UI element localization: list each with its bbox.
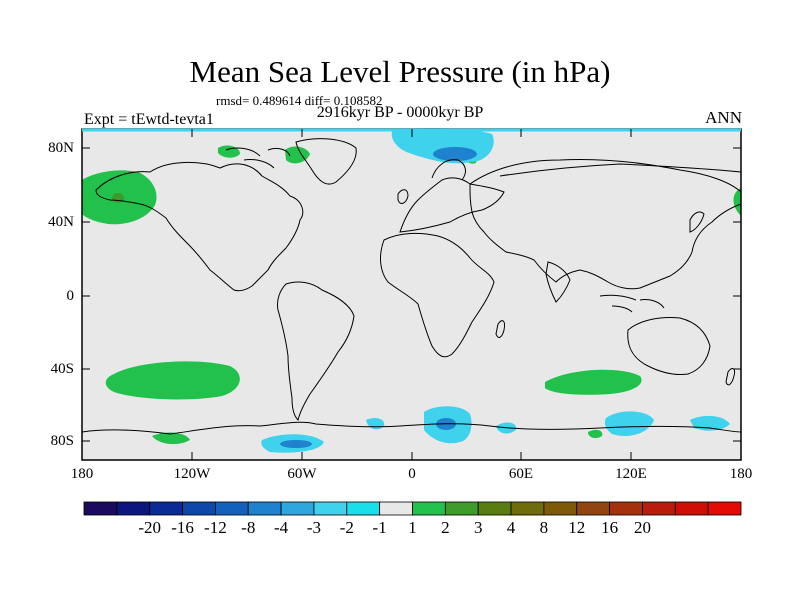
colorbar-label: -1	[372, 518, 387, 537]
y-tick-label: 80S	[50, 433, 74, 449]
colorbar-label: -2	[339, 518, 354, 537]
colorbar-swatch	[83, 501, 118, 516]
x-tick-label: 180	[729, 466, 753, 482]
x-tick-label: 180	[70, 466, 94, 482]
coastline-europe	[399, 177, 505, 233]
season-label: ANN	[705, 108, 742, 127]
anomaly-region-south-indian	[545, 369, 642, 395]
colorbar-swatch	[444, 501, 479, 516]
anomaly-region-south-pacific	[105, 361, 240, 400]
anomaly-core-north-pacific	[112, 193, 124, 203]
coastline-arctic-islands	[225, 147, 291, 169]
anomaly-region-antarctic-7	[152, 432, 190, 445]
coastline-south-america	[277, 281, 355, 421]
chart-title: Mean Sea Level Pressure (in hPa)	[189, 54, 611, 89]
colorbar-swatch	[477, 501, 512, 516]
colorbar-label: -16	[171, 518, 194, 537]
colorbar-label: -20	[138, 518, 162, 537]
anomaly-region-antarctic-3	[604, 411, 654, 437]
x-tick-label: 60W	[287, 466, 317, 482]
anomaly-region-arctic-2	[218, 145, 240, 158]
colorbar-label: 8	[539, 518, 549, 537]
coastline-greenland	[295, 138, 357, 185]
colorbar-swatch	[313, 501, 348, 516]
y-tick-label: 40S	[50, 361, 74, 377]
coastline-antarctica	[81, 421, 742, 435]
colorbar-swatch	[247, 501, 282, 516]
x-tick-label: 120E	[615, 466, 647, 482]
colorbar-swatch	[346, 501, 381, 516]
colorbar-label: 20	[633, 518, 651, 537]
colorbar-label: 4	[506, 518, 516, 537]
anomaly-core-arctic-negative	[433, 147, 477, 161]
coastline-scandinavia	[431, 159, 466, 181]
y-tick-label: 40N	[48, 214, 74, 230]
anomaly-region-arctic-1	[285, 146, 310, 164]
colorbar-swatch	[543, 501, 578, 516]
coastline-africa	[380, 232, 495, 358]
coastline-australia	[627, 317, 711, 375]
period-label: 2916kyr BP - 0000kyr BP	[316, 104, 484, 121]
coastline-asia	[469, 158, 742, 290]
stats-label: rmsd= 0.489614 diff= 0.108582	[216, 93, 383, 108]
anomaly-region-antarctic-8	[588, 429, 603, 439]
coastline-madagascar	[495, 320, 505, 338]
colorbar-swatch	[214, 501, 249, 516]
anomaly-core-antarctic-2	[280, 440, 312, 448]
colorbar-label: 3	[473, 518, 483, 537]
axis-ticks	[81, 129, 742, 460]
y-tick-label: 80N	[48, 140, 74, 156]
colorbar-swatch	[609, 501, 643, 516]
colorbar-swatch	[674, 501, 709, 516]
colorbar-label: -3	[306, 518, 322, 537]
coastline-britain	[397, 189, 409, 204]
coastline-india	[545, 261, 571, 303]
colorbar-label: 1	[408, 518, 417, 537]
colorbar-swatch	[642, 501, 676, 516]
coastline-north-america	[95, 161, 304, 292]
colorbar-swatch	[510, 501, 545, 516]
colorbar	[83, 501, 742, 516]
colorbar-swatch	[412, 501, 446, 516]
coastline-indonesia	[599, 294, 665, 313]
x-tick-label: 60E	[508, 466, 534, 482]
colorbar-swatch	[707, 501, 742, 516]
coastline-japan	[689, 211, 705, 233]
colorbar-label: 2	[441, 518, 450, 537]
colorbar-label: -4	[274, 518, 289, 537]
colorbar-swatch	[576, 501, 610, 516]
y-tick-label: 0	[66, 288, 75, 304]
colorbar-swatch	[149, 501, 183, 516]
coastlines	[81, 138, 742, 435]
colorbar-label: 12	[568, 518, 586, 537]
colorbar-swatch	[280, 501, 315, 516]
anomaly-region-east-edge	[733, 188, 741, 216]
experiment-label: Expt = tEwtd-tevta1	[84, 111, 214, 128]
coastline-siberia	[499, 163, 742, 177]
coastline-new-zealand	[725, 368, 735, 386]
colorbar-swatch	[116, 501, 151, 516]
colorbar-label: -8	[241, 518, 256, 537]
colorbar-swatch	[379, 501, 413, 516]
x-tick-label: 120W	[173, 466, 211, 482]
colorbar-label: -12	[204, 518, 227, 537]
colorbar-label: 16	[601, 518, 619, 537]
map-background	[82, 129, 741, 460]
x-tick-label: 0	[408, 466, 416, 482]
colorbar-swatch	[182, 501, 216, 516]
